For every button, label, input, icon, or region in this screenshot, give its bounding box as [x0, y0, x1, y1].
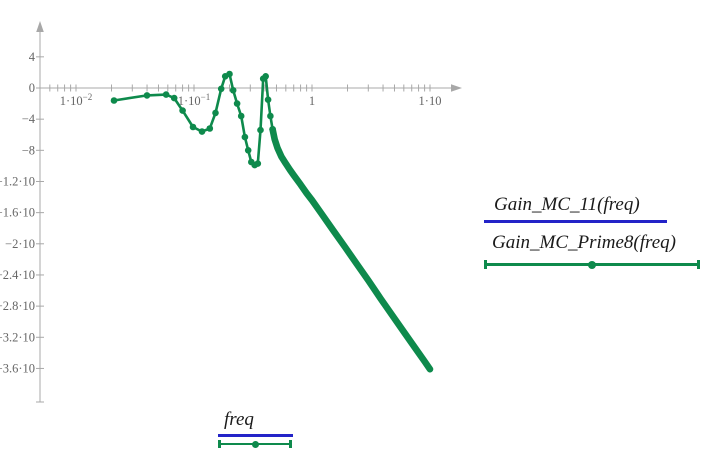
x-axis-line-blue: [218, 434, 293, 437]
data-point-marker: [257, 126, 264, 134]
x-axis: 1·10−2 1·10−1 1 1·10: [40, 84, 462, 108]
x-tick-label: 1·10−2: [60, 92, 93, 108]
y-tick-label: −2.8·10: [0, 299, 35, 313]
data-point-marker: [212, 109, 219, 117]
x-tick-label: 1·10−1: [178, 92, 211, 108]
data-point-marker: [262, 73, 270, 80]
y-axis: 4 0 −4 −8 −1.2·10 −1.6·10 −2·10 −2.4·10 −2.8·10 −…: [0, 21, 44, 403]
data-point-marker: [254, 160, 262, 167]
data-point-marker: [226, 70, 233, 78]
y-tick-label: 4: [29, 50, 36, 64]
data-point-marker: [267, 112, 274, 120]
data-point-marker: [244, 147, 252, 154]
legend-line-blue: [484, 220, 667, 223]
x-axis-right-cap: [289, 440, 292, 448]
data-point-marker: [229, 87, 237, 94]
x-axis-green-handle: [218, 440, 292, 448]
data-point-marker: [233, 100, 241, 107]
data-point-marker: [269, 126, 276, 133]
y-tick-label: −3.2·10: [0, 330, 35, 344]
x-axis-expression[interactable]: freq: [218, 407, 293, 448]
legend: Gain_MC_11(freq) Gain_MC_Prime8(freq): [484, 192, 714, 269]
data-point-marker: [217, 85, 225, 93]
data-point-marker: [241, 133, 249, 141]
data-point-marker: [179, 107, 186, 114]
trace-gain-mc-prime8-freq[interactable]: [110, 70, 434, 373]
legend-entry-gain-mc-11[interactable]: Gain_MC_11(freq): [484, 192, 714, 223]
y-tick-label: 0: [29, 81, 35, 95]
y-tick-label: −8: [22, 143, 35, 157]
data-point-marker: [264, 96, 272, 103]
legend-label-gain-mc-11: Gain_MC_11(freq): [494, 194, 640, 215]
legend-marker-dot-icon: [588, 260, 596, 269]
data-point-marker: [237, 112, 245, 120]
legend-label-gain-mc-prime8: Gain_MC_Prime8(freq): [492, 232, 676, 253]
x-axis-arrow-icon: [451, 84, 462, 92]
legend-line-left-cap: [484, 260, 487, 269]
data-point-marker: [170, 94, 178, 102]
y-tick-label: −3.6·10: [0, 361, 35, 375]
x-axis-left-cap: [218, 440, 221, 448]
legend-line-green-handle: [484, 260, 700, 269]
y-tick-label: −1.2·10: [0, 174, 35, 188]
x-axis-expression-label: freq: [224, 409, 254, 430]
data-point-marker: [206, 125, 214, 132]
data-point-marker: [162, 91, 170, 98]
legend-line-right-cap: [697, 260, 700, 269]
data-point-marker: [198, 128, 206, 135]
data-point-marker: [189, 123, 197, 131]
x-tick-label: 1: [309, 94, 315, 108]
x-axis-marker-dot-icon: [251, 440, 259, 448]
y-tick-label: −4: [22, 112, 36, 126]
y-tick-label: −1.6·10: [0, 206, 35, 220]
y-tick-label: −2·10: [5, 237, 35, 251]
x-tick-label: 1·10: [419, 94, 442, 108]
y-axis-arrow-icon: [36, 21, 44, 32]
data-point-marker: [143, 92, 151, 99]
y-tick-label: −2.4·10: [0, 268, 35, 282]
data-point-marker: [110, 97, 118, 104]
legend-entry-gain-mc-prime8[interactable]: Gain_MC_Prime8(freq): [484, 230, 714, 269]
